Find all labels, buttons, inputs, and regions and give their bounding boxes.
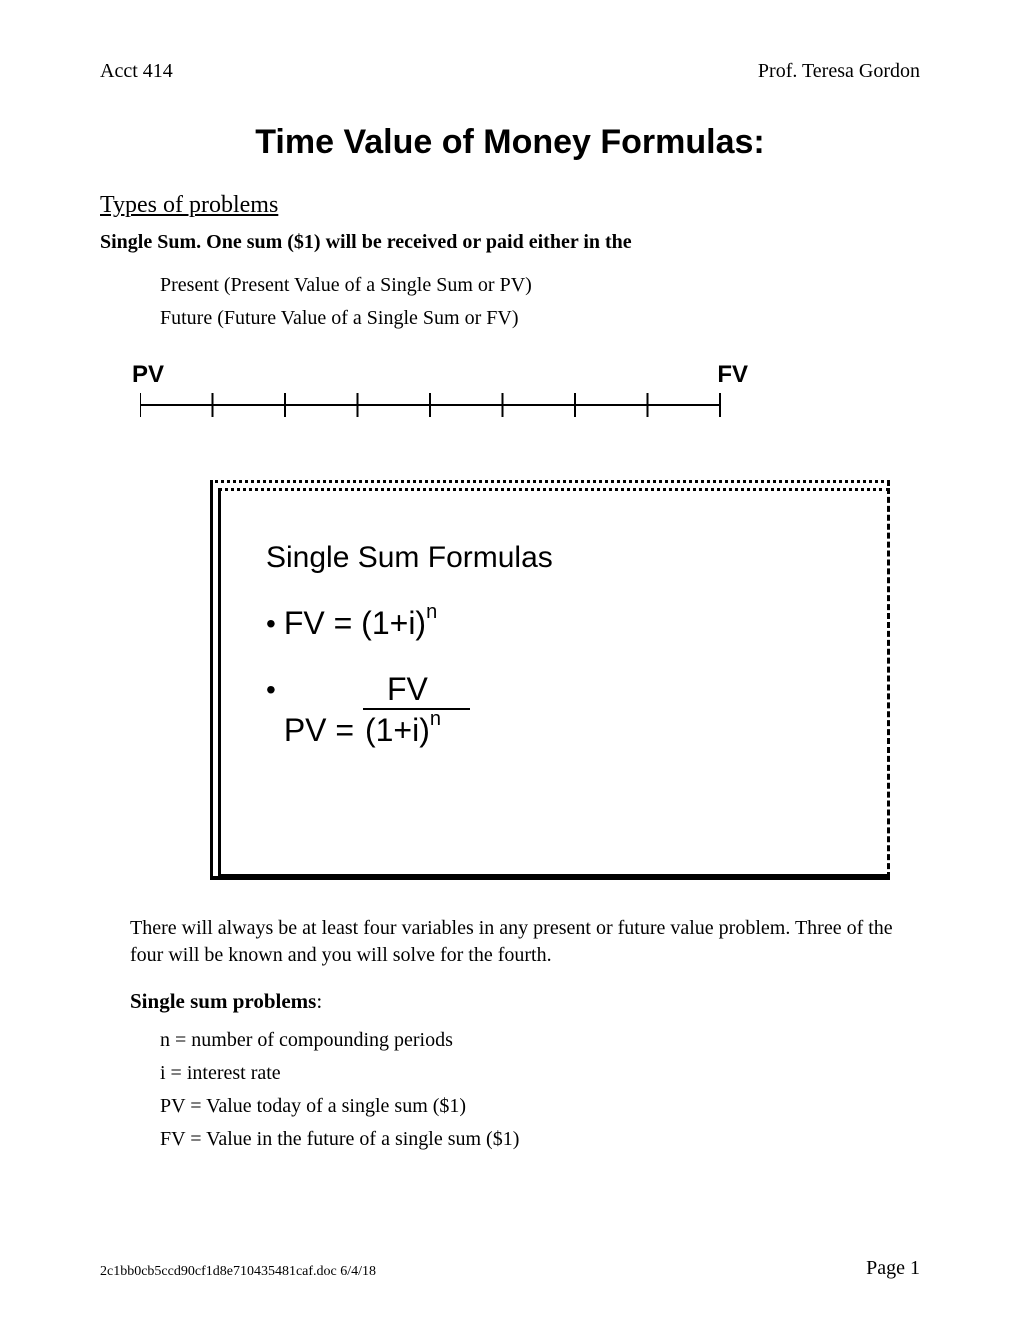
pv-fv-descriptions: Present (Present Value of a Single Sum o… [160, 274, 920, 330]
page-title: Time Value of Money Formulas: [100, 123, 920, 162]
timeline-fv-label: FV [717, 361, 748, 389]
timeline-pv-label: PV [132, 361, 164, 389]
pv-description: Present (Present Value of a Single Sum o… [160, 274, 920, 297]
formula-box-container: Single Sum Formulas • FV = (1+i)n • PV =… [210, 480, 890, 880]
single-sum-intro: Single Sum. One sum ($1) will be receive… [100, 231, 920, 254]
formula-box-inner: Single Sum Formulas • FV = (1+i)n • PV =… [218, 488, 890, 878]
fv-formula: • FV = (1+i)n [266, 605, 867, 643]
bullet-icon: • [266, 605, 276, 643]
definition-pv: PV = Value today of a single sum ($1) [160, 1095, 920, 1118]
pv-denom-exp: n [430, 708, 441, 730]
footer-row: 2c1bb0cb5ccd90cf1d8e710435481caf.doc 6/4… [100, 1257, 920, 1280]
fv-formula-lhs: FV = (1+i) [284, 605, 426, 641]
pv-formula: • PV = FV (1+i)n [266, 671, 867, 749]
formula-box-title: Single Sum Formulas [266, 541, 867, 575]
single-sum-problems-heading: Single sum problems: [130, 989, 920, 1014]
footer-doc-ref: 2c1bb0cb5ccd90cf1d8e710435481caf.doc 6/4… [100, 1264, 376, 1280]
pv-denom-base: (1+i) [365, 712, 430, 748]
timeline-svg [140, 393, 740, 433]
definition-fv: FV = Value in the future of a single sum… [160, 1128, 920, 1151]
pv-formula-denominator: (1+i)n [363, 710, 470, 749]
fv-description: Future (Future Value of a Single Sum or … [160, 307, 920, 330]
single-sum-problems-text: Single sum problems [130, 989, 316, 1013]
definition-n: n = number of compounding periods [160, 1029, 920, 1052]
pv-formula-lhs: PV = [284, 712, 363, 748]
timeline-diagram: PV FV [140, 365, 740, 435]
body-paragraph: There will always be at least four varia… [130, 915, 920, 969]
types-heading: Types of problems [100, 192, 920, 219]
pv-numerator-text: FV [387, 671, 428, 707]
bullet-icon: • [266, 671, 276, 709]
footer-page: Page 1 [866, 1257, 920, 1280]
single-sum-problems-colon: : [316, 989, 322, 1013]
course-code: Acct 414 [100, 60, 173, 83]
instructor-name: Prof. Teresa Gordon [758, 60, 920, 83]
definition-i: i = interest rate [160, 1062, 920, 1085]
header-row: Acct 414 Prof. Teresa Gordon [100, 60, 920, 83]
fv-formula-exp: n [426, 601, 437, 623]
definition-list: n = number of compounding periods i = in… [160, 1029, 920, 1151]
pv-formula-numerator: FV [363, 671, 470, 710]
